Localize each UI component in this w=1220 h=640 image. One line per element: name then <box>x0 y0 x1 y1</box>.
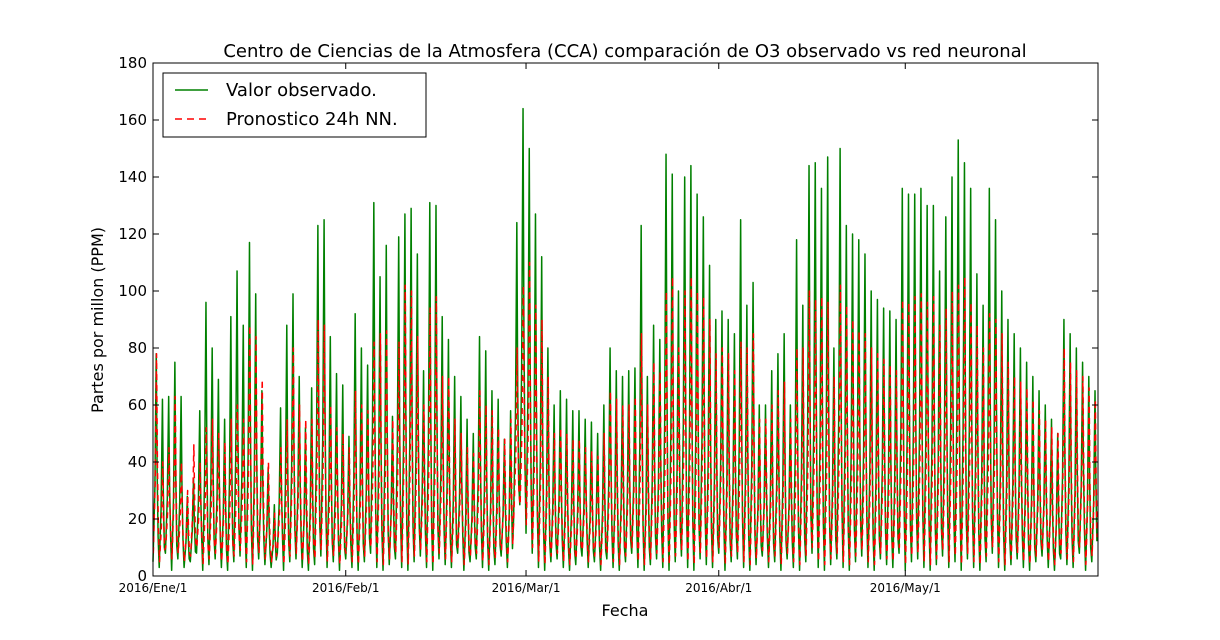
y-tick-label: 180 <box>118 54 147 72</box>
y-tick-label: 60 <box>128 396 147 414</box>
x-axis-label: Fecha <box>602 601 649 620</box>
y-tick-label: 140 <box>118 168 147 186</box>
plot-frame <box>152 62 1099 577</box>
y-tick-label: 160 <box>118 111 147 129</box>
series-line-forecast <box>152 261 1098 566</box>
plot-series <box>152 107 1098 572</box>
y-axis-ticks: 0 20 40 60 80 100 120 140 160 180 <box>118 54 1098 585</box>
y-tick-label: 80 <box>128 339 147 357</box>
x-tick-label: 2016/Feb/1 <box>312 581 380 595</box>
legend-label-forecast: Pronostico 24h NN. <box>226 109 398 130</box>
y-axis-label: Partes por millon (PPM) <box>88 227 107 413</box>
chart-legend: Valor observado. Pronostico 24h NN. <box>162 72 427 138</box>
legend-box <box>162 72 427 138</box>
x-tick-label: 2016/May/1 <box>870 581 941 595</box>
x-tick-label: 2016/Ene/1 <box>119 581 188 595</box>
y-tick-label: 100 <box>118 282 147 300</box>
chart-title: Centro de Ciencias de la Atmosfera (CCA)… <box>223 41 1026 62</box>
x-tick-label: 2016/Mar/1 <box>492 581 561 595</box>
y-tick-label: 0 <box>137 567 147 585</box>
x-tick-label: 2016/Abr/1 <box>685 581 752 595</box>
y-tick-label: 120 <box>118 225 147 243</box>
y-tick-label: 40 <box>128 453 147 471</box>
x-axis-ticks: 2016/Ene/1 2016/Feb/1 2016/Mar/1 2016/Abr/1… <box>119 63 941 595</box>
legend-label-observed: Valor observado. <box>226 80 377 101</box>
y-tick-label: 20 <box>128 510 147 528</box>
